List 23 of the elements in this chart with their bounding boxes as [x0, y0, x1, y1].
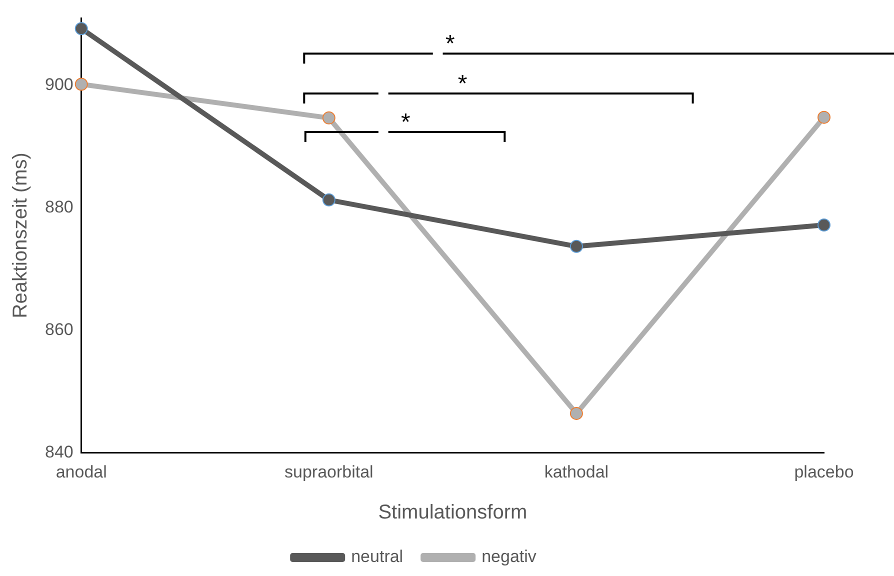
point	[818, 110, 830, 124]
x-tick-label: supraorbital	[284, 462, 374, 482]
y-tick-label: 840	[44, 442, 74, 462]
x-tick-label: placebo	[794, 462, 854, 482]
y-tick-label: 900	[44, 75, 74, 94]
y-axis-title: Reaktionszeit (ms)	[10, 152, 32, 318]
legend-label: negativ	[482, 547, 537, 566]
annotation: *	[446, 30, 455, 58]
legend-label: neutral	[351, 547, 404, 566]
x-tick-label: kathodal	[544, 462, 609, 482]
x-axis-title: Stimulationsform	[378, 502, 528, 524]
annotation: *	[400, 109, 410, 136]
y-tick-label: 860	[44, 320, 74, 339]
x-tick-label: anodal	[56, 462, 107, 482]
y-tick-label: 880	[44, 198, 74, 217]
point	[570, 406, 583, 420]
point	[570, 240, 583, 253]
point	[74, 22, 88, 36]
point	[818, 218, 830, 232]
point	[74, 78, 88, 91]
point	[322, 193, 336, 206]
annotation: *	[458, 70, 468, 98]
point	[322, 111, 336, 124]
